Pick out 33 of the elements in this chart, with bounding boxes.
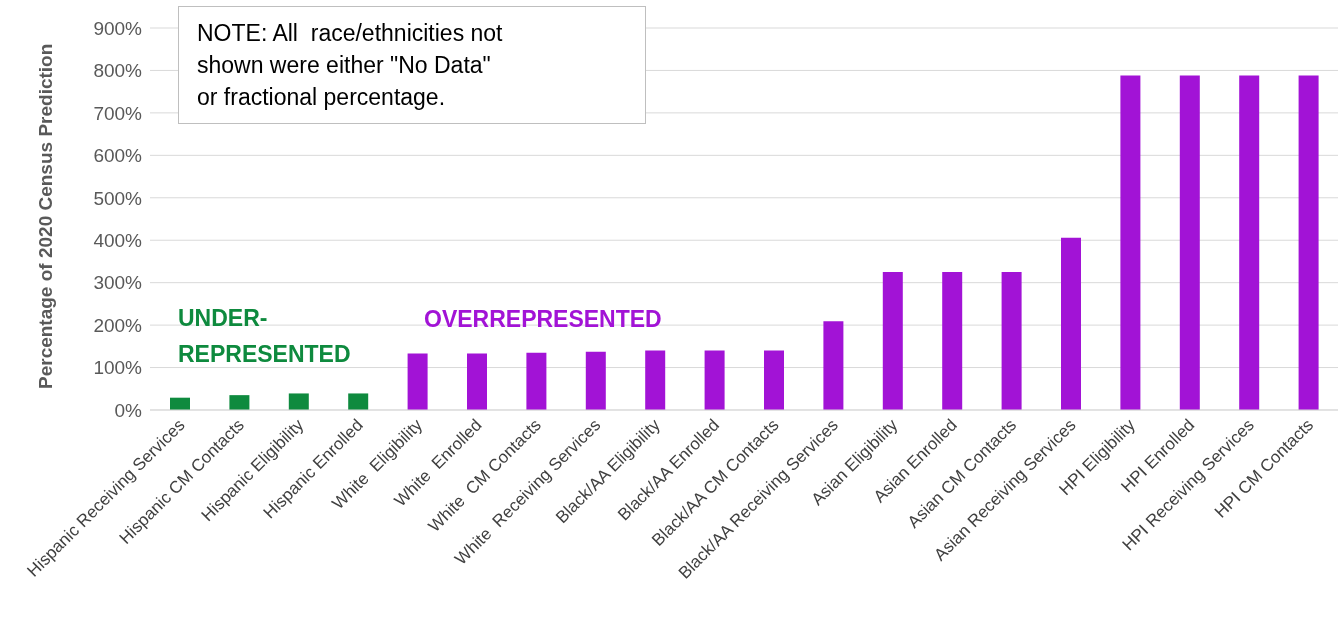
y-tick-label: 900% [93, 17, 143, 39]
y-tick-label: 0% [114, 399, 143, 421]
bar [1179, 75, 1200, 410]
y-tick-label: 700% [93, 102, 143, 124]
bar [526, 352, 547, 410]
bar [823, 321, 844, 410]
y-tick-label: 500% [93, 187, 143, 209]
bar [585, 351, 606, 410]
y-tick-label: 100% [93, 357, 143, 379]
y-tick-label: 200% [93, 314, 143, 336]
y-tick-label: 400% [93, 229, 143, 251]
bar [348, 393, 369, 410]
bar [704, 350, 725, 410]
bar [1001, 272, 1022, 410]
bar [882, 272, 903, 410]
y-tick-label: 600% [93, 145, 143, 167]
bar [1239, 75, 1260, 410]
bar [1298, 75, 1319, 410]
bar [764, 350, 784, 410]
bar [407, 353, 428, 410]
annotation: UNDER- REPRESENTED [178, 304, 351, 369]
bar [288, 393, 309, 410]
bar [1061, 237, 1081, 410]
bar [1120, 75, 1141, 410]
bar [645, 350, 666, 410]
y-axis-title: Percentage of 2020 Census Prediction [34, 43, 56, 389]
note-box: NOTE: All race/ethnicities not shown were either "No Data" or fractional percentage. [178, 6, 646, 124]
y-tick-label: 800% [93, 60, 143, 82]
y-tick-label: 300% [93, 272, 143, 294]
bar [942, 272, 963, 410]
bar [229, 395, 250, 410]
annotation: OVERREPRESENTED [424, 306, 662, 333]
bar [467, 353, 487, 410]
